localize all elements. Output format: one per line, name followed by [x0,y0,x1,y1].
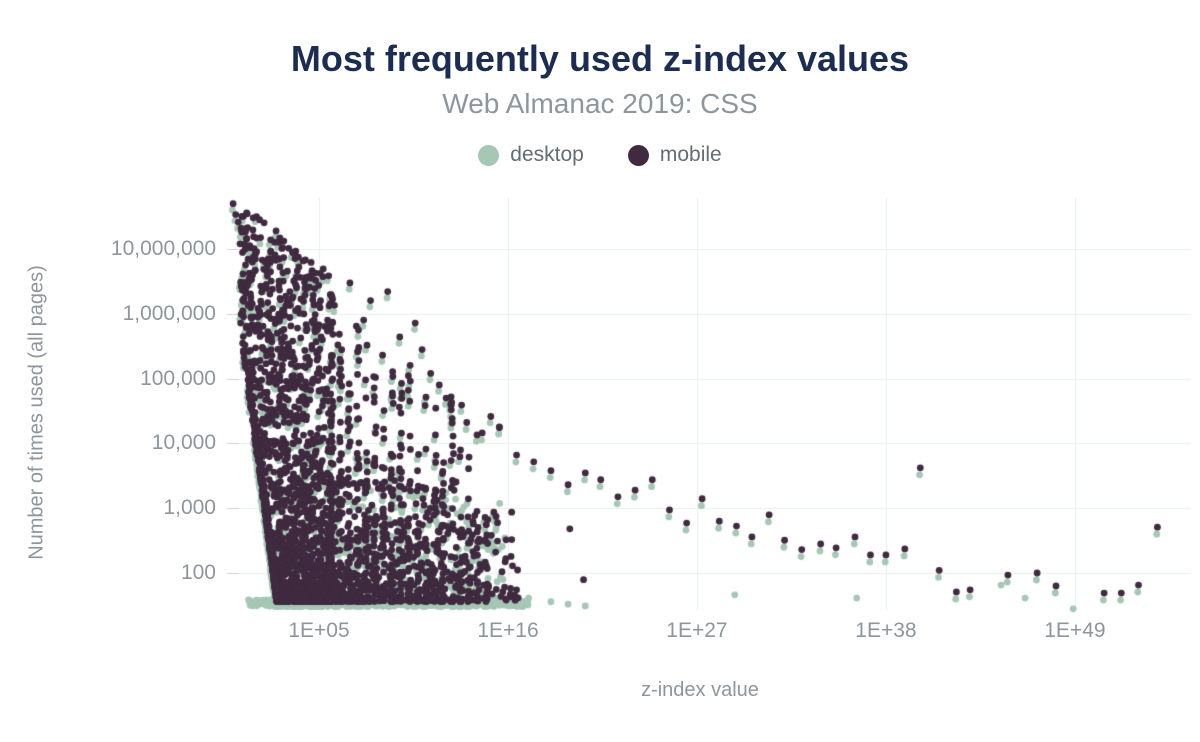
x-tick-label: 1E+16 [477,619,539,642]
y-tick-label: 100 [180,561,216,584]
x-tick-label: 1E+05 [288,619,350,642]
y-axis-title: Number of times used (all pages) [25,265,48,560]
legend-label-mobile: mobile [659,143,722,166]
x-tick-label: 1E+27 [666,619,728,642]
mobile-swatch-icon [627,144,649,166]
y-tick-label: 10,000 [151,431,216,455]
desktop-swatch-icon [478,144,500,166]
legend: desktop mobile [0,143,1200,167]
x-tick-label: 1E+38 [855,619,917,642]
legend-item-desktop[interactable]: desktop [478,143,584,167]
y-tick-label: 10,000,000 [110,237,216,260]
chart-subtitle: Web Almanac 2019: CSS [442,88,758,119]
x-axis-title: z-index value [641,679,759,701]
x-tick-label: 1E+49 [1044,619,1106,642]
legend-item-mobile[interactable]: mobile [627,143,722,167]
y-tick-label: 100,000 [140,366,216,390]
legend-label-desktop: desktop [510,143,584,166]
y-tick-label: 1,000,000 [122,301,216,325]
chart-title: Most frequently used z-index values [290,38,910,79]
y-tick-label: 1,000 [163,496,216,520]
